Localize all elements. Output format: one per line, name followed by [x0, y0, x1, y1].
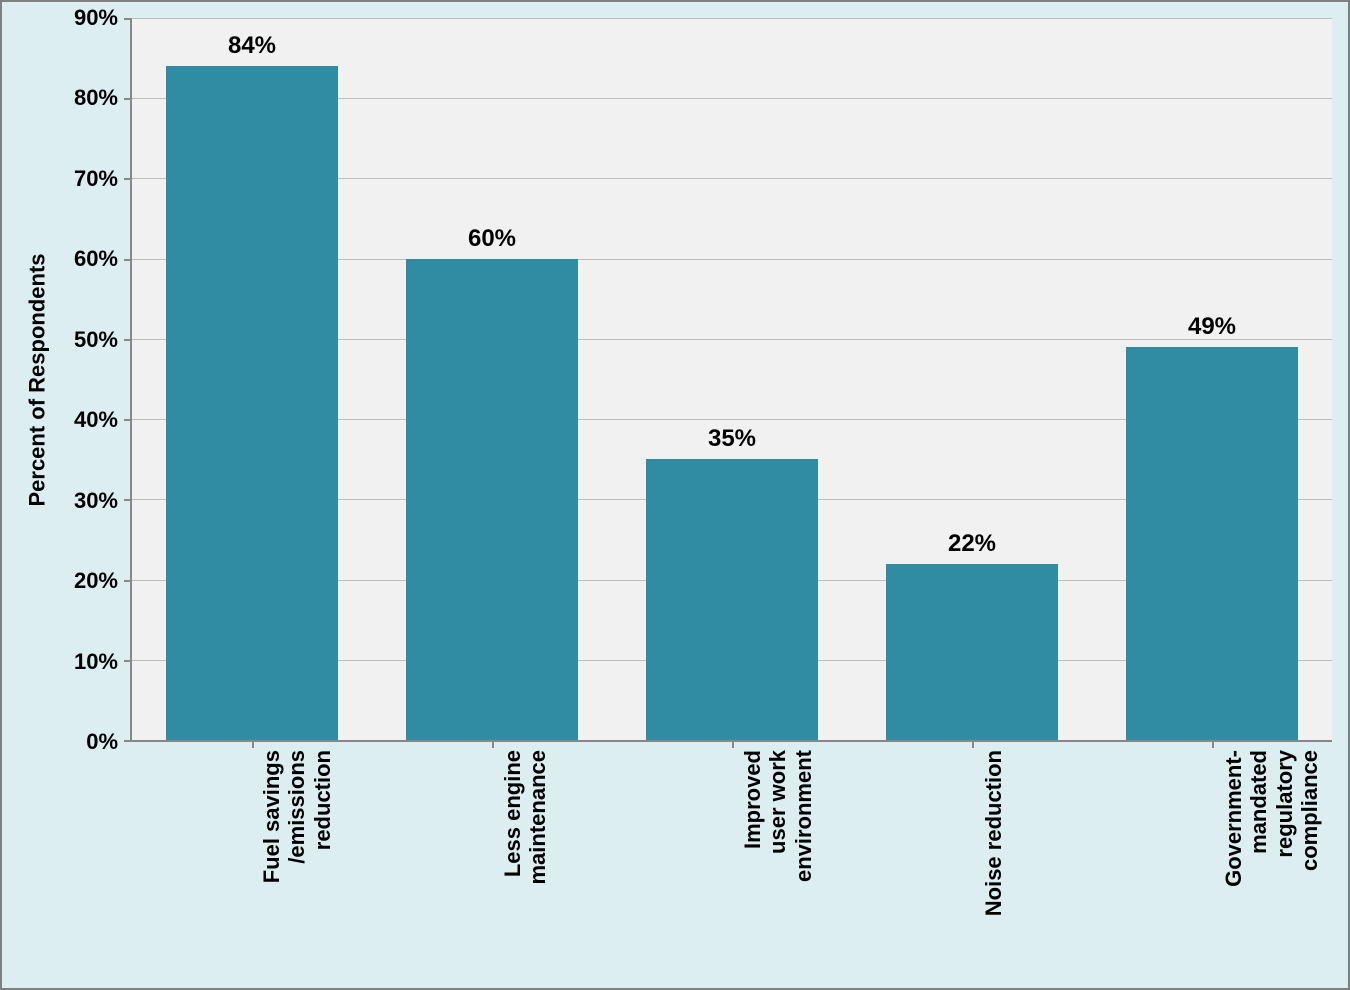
y-tick-mark — [124, 178, 132, 180]
x-label-slot: Improved user work environment — [611, 742, 851, 972]
bar-value-label: 84% — [132, 32, 372, 60]
bar — [886, 564, 1059, 740]
bar-value-label: 22% — [852, 530, 1092, 558]
y-tick-mark — [124, 419, 132, 421]
bar-value-label: 49% — [1092, 313, 1332, 341]
x-tick-mark — [252, 740, 254, 748]
bar-slot: 49% — [1092, 18, 1332, 740]
chart-bottom: Fuel savings /emissions reduction Less en… — [18, 742, 1332, 972]
bar — [646, 459, 819, 740]
x-tick-mark — [972, 740, 974, 748]
y-tick-mark — [124, 660, 132, 662]
x-label-slot: Fuel savings /emissions reduction — [130, 742, 370, 972]
y-tick-mark — [124, 499, 132, 501]
y-tick-label: 10% — [74, 649, 118, 675]
x-axis-labels: Fuel savings /emissions reduction Less en… — [130, 742, 1332, 972]
bar — [166, 66, 339, 740]
y-tick-mark — [124, 580, 132, 582]
plot-wrap: 84% 60% 35% 22% 49% — [130, 18, 1332, 742]
y-tick-label: 70% — [74, 166, 118, 192]
bottom-spacer — [18, 742, 130, 972]
x-axis-label: Fuel savings /emissions reduction — [259, 750, 335, 960]
y-tick-mark — [124, 18, 132, 20]
y-axis-title-text: Percent of Respondents — [25, 253, 51, 506]
plot-area: 84% 60% 35% 22% 49% — [130, 18, 1332, 742]
x-axis-label: Government- mandated regulatory complian… — [1221, 750, 1322, 960]
bar-slot: 60% — [372, 18, 612, 740]
y-tick-label: 60% — [74, 246, 118, 272]
bar-slot: 84% — [132, 18, 372, 740]
chart-top: Percent of Respondents 0%10%20%30%40%50%… — [18, 18, 1332, 742]
x-tick-mark — [1212, 740, 1214, 748]
bars-group: 84% 60% 35% 22% 49% — [132, 18, 1332, 740]
y-tick-mark — [124, 259, 132, 261]
y-tick-label: 50% — [74, 327, 118, 353]
bar-value-label: 35% — [612, 425, 852, 453]
x-label-slot: Less engine maintenance — [370, 742, 610, 972]
x-label-slot: Noise reduction — [851, 742, 1091, 972]
bar — [1126, 347, 1299, 740]
bar-value-label: 60% — [372, 225, 612, 253]
x-tick-mark — [732, 740, 734, 748]
y-tick-label: 0% — [86, 729, 118, 755]
y-tick-label: 20% — [74, 568, 118, 594]
y-tick-mark — [124, 339, 132, 341]
y-axis-ticks: 0%10%20%30%40%50%60%70%80%90% — [58, 18, 130, 742]
chart-outer: Percent of Respondents 0% 10% 20% 30% 40% 50%… — [0, 0, 1350, 990]
y-tick-mark — [124, 98, 132, 100]
bar-slot: 22% — [852, 18, 1092, 740]
x-axis-label: Improved user work environment — [740, 750, 816, 960]
y-tick-label: 80% — [74, 85, 118, 111]
bar-slot: 35% — [612, 18, 852, 740]
x-axis-label: Less engine maintenance — [500, 750, 551, 960]
x-label-slot: Government- mandated regulatory complian… — [1092, 742, 1332, 972]
y-tick-label: 40% — [74, 407, 118, 433]
y-tick-mark — [124, 740, 132, 742]
x-axis-label: Noise reduction — [981, 750, 1006, 960]
chart-container: Percent of Respondents 0% 10% 20% 30% 40% 50%… — [18, 18, 1332, 972]
bar — [406, 259, 579, 740]
y-axis-title: Percent of Respondents — [18, 18, 58, 742]
y-tick-label: 30% — [74, 488, 118, 514]
x-tick-mark — [492, 740, 494, 748]
y-tick-label: 90% — [74, 5, 118, 31]
